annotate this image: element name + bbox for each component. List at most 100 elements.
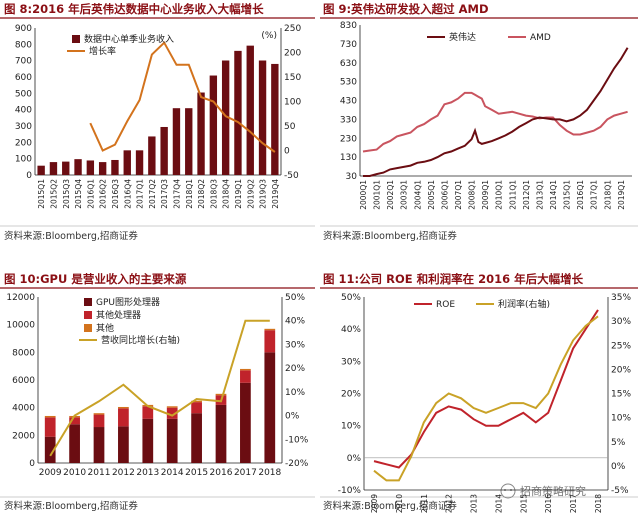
fig10-other-processor-legend-swatch [84, 311, 92, 319]
fig8-left-ytick-label: 500 [15, 89, 32, 99]
fig9-ytick-label: 30 [346, 172, 358, 182]
fig8-right-unit: (%) [261, 31, 277, 41]
fig9-xtick-label: 2008Q1 [468, 180, 477, 210]
fig8-bar [221, 60, 230, 175]
fig8-bar [234, 50, 242, 175]
fig10-left-ytick-label: 4000 [12, 404, 35, 414]
fig11-xtick-label: 2011 [420, 494, 429, 513]
fig8-xtick-label: 2019Q1 [234, 179, 243, 209]
fig8-growth-line [89, 41, 276, 153]
fig10-bar-gpu [93, 427, 105, 463]
fig8-xtick-label: 2017Q4 [172, 179, 181, 209]
fig9-xtick-label: 2002Q1 [386, 180, 395, 210]
fig10-title: 图 10:GPU 是营业收入的主要来源 [4, 272, 187, 286]
fig10-right-ytick-label: 30% [285, 340, 305, 350]
fig10-bar-other-processor [93, 414, 105, 428]
fig8-revenue-legend-label: 数据中心单季业务收入 [84, 33, 174, 45]
fig10-left-ytick-label: 12000 [6, 293, 35, 303]
fig11-right-ytick-label: 10% [611, 414, 631, 424]
fig8-left-ytick-label: 300 [15, 122, 32, 132]
fig8-xtick-label: 2019Q2 [246, 179, 255, 209]
fig9-xtick-label: 2003Q1 [400, 180, 409, 210]
fig10-bar-other [191, 400, 202, 403]
fig8-growth-legend-label: 增长率 [89, 45, 116, 57]
fig8-left-ytick-label: 700 [15, 57, 32, 67]
fig9-xtick-label: 2006Q1 [440, 180, 449, 210]
fig10-xtick-label: 2016 [210, 468, 233, 478]
fig10-right-ytick-label: 40% [285, 317, 305, 327]
fig8-bar [160, 126, 168, 175]
fig10-bar-other-processor [191, 402, 202, 414]
fig8-xtick-label: 2017Q1 [136, 179, 145, 209]
fig11-left-ytick-label: 50% [341, 293, 361, 303]
fig8-right-ytick-label: 150 [284, 73, 301, 83]
fig11-xtick-label: 2018 [594, 494, 603, 513]
watermark-text: 招商策略研究 [520, 484, 586, 498]
fig10-xtick-label: 2010 [63, 468, 86, 478]
fig8-source: 资料来源:Bloomberg,招商证券 [4, 230, 138, 242]
fig11-margin-legend-label: 利润率(右轴) [498, 298, 550, 310]
fig10-xtick-label: 2013 [136, 468, 159, 478]
fig10-chart: 0 2000 4000 6000 8000 10000 12000 -20% -10% 0% 10%… [6, 293, 308, 478]
fig10-bar-gpu [44, 436, 56, 463]
fig10-xtick-label: 2014 [161, 468, 184, 478]
fig10-bar-other-processor [118, 408, 129, 427]
fig9-xtick-label: 2015Q1 [563, 180, 572, 210]
fig10-bar-other-processor [264, 330, 276, 353]
fig11-xtick-label: 2010 [395, 494, 404, 513]
fig11-right-ytick-label: 5% [611, 438, 626, 448]
wechat-icon [500, 483, 516, 499]
fig10-left-ytick-label: 8000 [12, 348, 35, 358]
fig10-xtick-label: 2017 [234, 468, 257, 478]
fig9-nvidia-legend-label: 英伟达 [449, 31, 476, 43]
fig10-bar-gpu [142, 418, 154, 463]
fig8-right-ytick-label: 250 [284, 24, 301, 34]
fig8-revenue-legend-swatch [72, 35, 80, 43]
fig8-xtick-label: 2018Q4 [222, 179, 231, 209]
fig10-xtick-label: 2009 [39, 468, 62, 478]
fig8-bar [49, 162, 58, 175]
fig11-right-ytick-label: 25% [611, 341, 631, 351]
fig10-right-ytick-label: 50% [285, 293, 305, 303]
fig8-xtick-label: 2019Q4 [271, 179, 280, 209]
fig9-xtick-label: 2001Q1 [373, 180, 382, 210]
fig11-xtick-label: 2016 [544, 494, 553, 513]
fig9-nvidia-line [363, 47, 629, 177]
fig8-left-ytick-label: 0 [26, 171, 32, 181]
fig8-bar [98, 162, 107, 175]
fig10-bar-other-processor [240, 370, 251, 383]
fig10-bar-other-processor [69, 417, 80, 425]
fig11-roe-legend-label: ROE [436, 300, 455, 310]
fig10-other-processor-legend-label: 其他处理器 [96, 309, 141, 321]
fig8-bar [123, 150, 131, 175]
fig10-xtick-label: 2018 [258, 468, 281, 478]
fig9-ytick-label: 530 [340, 78, 357, 88]
fig8-xtick-label: 2018Q2 [197, 179, 206, 209]
fig9-xtick-label: 2017Q1 [590, 180, 599, 210]
fig8-xtick-label: 2017Q3 [160, 179, 169, 209]
fig11-right-ytick-label: 15% [611, 390, 631, 400]
fig11-xtick-label: 2014 [494, 494, 503, 513]
fig8-bar [135, 150, 144, 175]
fig9-source: 资料来源:Bloomberg,招商证券 [323, 230, 457, 242]
fig9-ytick-label: 830 [340, 21, 357, 31]
fig10-bar-gpu [264, 352, 276, 463]
fig9-xtick-label: 2010Q1 [495, 180, 504, 210]
fig10-gpu-legend-label: GPU图形处理器 [96, 296, 160, 308]
fig8-title: 图 8:2016 年后英伟达数据中心业务收入大幅增长 [4, 2, 264, 16]
fig9-ytick-label: 230 [340, 134, 357, 144]
fig9-xtick-label: 2011Q1 [508, 180, 517, 210]
fig9-chart: 30 130 230 330 430 530 630 730 830 2000Q1 2001Q1 20… [340, 21, 632, 210]
fig9-xtick-label: 2004Q1 [413, 180, 422, 210]
fig10-bar-other [215, 393, 227, 396]
fig8-bar [246, 45, 254, 175]
fig10-bar-other [166, 406, 178, 408]
fig10-bar-other [44, 415, 56, 418]
fig8-right-ytick-label: 200 [284, 49, 301, 59]
fig11-left-ytick-label: 40% [341, 325, 361, 335]
fig11-left-ytick-label: 20% [341, 390, 361, 400]
fig8-xtick-label: 2017Q2 [148, 179, 157, 209]
fig11-right-ytick-label: 20% [611, 365, 631, 375]
